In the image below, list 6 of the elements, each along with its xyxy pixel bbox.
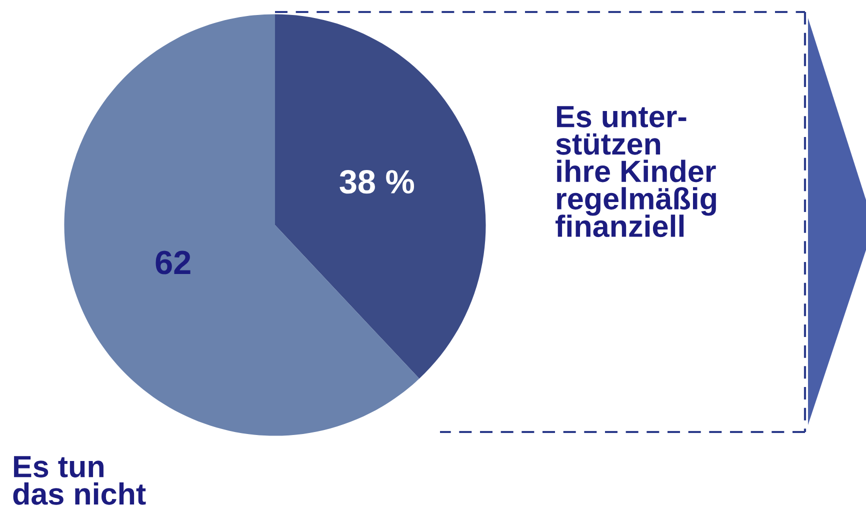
- slice-label: Es unter- stützen ihre Kinder regelmäßig finanziell: [556, 106, 716, 238]
- data-label: 38 %: [340, 170, 414, 194]
- pie-slice: [275, 14, 486, 379]
- data-label: 62: [156, 250, 190, 274]
- pie-slice: [64, 14, 420, 436]
- slice-label: Es tun das nicht: [13, 456, 146, 505]
